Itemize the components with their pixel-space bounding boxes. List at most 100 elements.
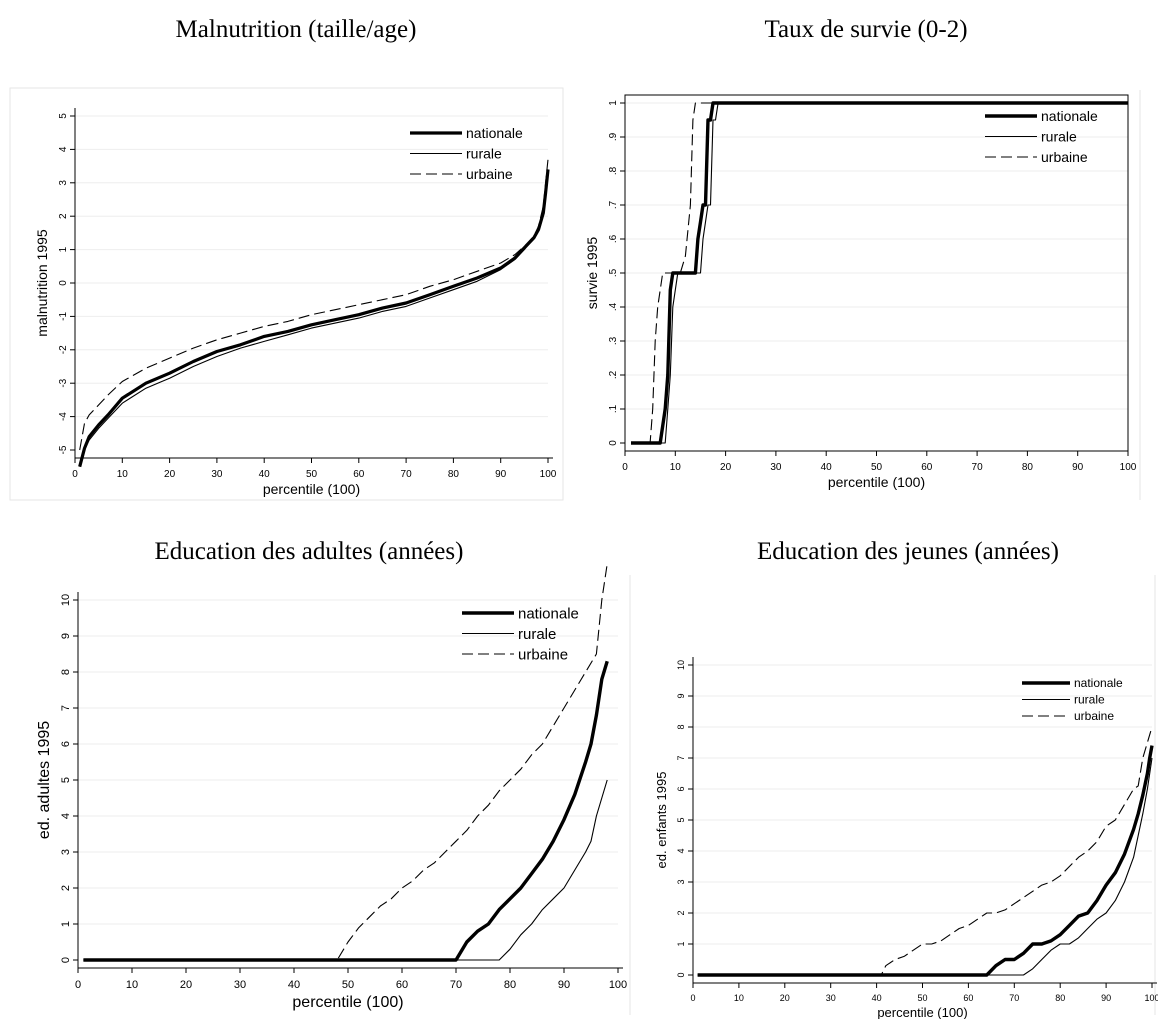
- x-tick-label: 80: [1022, 462, 1034, 473]
- y-tick-label: 4: [60, 813, 72, 819]
- x-tick-label: 0: [622, 462, 628, 473]
- y-tick-label: 5: [58, 113, 69, 119]
- x-axis-label: percentile (100): [263, 481, 360, 497]
- y-tick-label: -2: [58, 345, 69, 354]
- x-tick-label: 0: [72, 469, 78, 480]
- x-tick-label: 20: [180, 979, 192, 991]
- x-tick-label: 90: [1072, 462, 1084, 473]
- y-tick-label: .2: [608, 370, 619, 379]
- y-tick-label: 6: [60, 741, 72, 747]
- y-tick-label: 10: [676, 660, 686, 670]
- y-tick-label: 1: [58, 246, 69, 252]
- panel-frame: [9, 87, 564, 501]
- y-tick-label: 7: [676, 755, 686, 760]
- y-tick-label: 4: [676, 848, 686, 853]
- y-tick-label: 0: [58, 280, 69, 286]
- x-tick-label: 0: [690, 993, 695, 1003]
- x-tick-label: 100: [1120, 462, 1137, 473]
- x-tick-label: 100: [1144, 993, 1158, 1003]
- x-tick-label: 30: [826, 993, 836, 1003]
- x-tick-label: 80: [448, 469, 460, 480]
- x-tick-label: 100: [540, 469, 557, 480]
- y-tick-label: -5: [58, 445, 69, 454]
- y-tick-label: .6: [608, 234, 619, 243]
- y-tick-label: 4: [58, 146, 69, 152]
- x-tick-label: 30: [211, 469, 223, 480]
- x-axis-label: percentile (100): [292, 994, 403, 1011]
- x-axis-label: percentile (100): [828, 474, 925, 490]
- x-tick-label: 10: [670, 462, 682, 473]
- legend-label-rurale: rurale: [518, 626, 556, 643]
- y-tick-label: .3: [608, 336, 619, 345]
- x-tick-label: 60: [396, 979, 408, 991]
- y-tick-label: 5: [60, 777, 72, 783]
- chart-4-title: Education des jeunes (années): [757, 538, 1059, 565]
- x-tick-label: 10: [117, 469, 129, 480]
- x-tick-label: 40: [821, 462, 833, 473]
- y-tick-label: 2: [60, 885, 72, 891]
- y-tick-label: 10: [60, 594, 72, 606]
- x-tick-label: 60: [963, 993, 973, 1003]
- x-tick-label: 20: [164, 469, 176, 480]
- x-tick-label: 50: [342, 979, 354, 991]
- y-tick-label: -4: [58, 412, 69, 421]
- y-tick-label: .5: [608, 268, 619, 277]
- x-tick-label: 20: [720, 462, 732, 473]
- y-tick-label: 2: [58, 213, 69, 219]
- x-tick-label: 70: [450, 979, 462, 991]
- x-tick-label: 90: [558, 979, 570, 991]
- y-tick-label: .1: [608, 404, 619, 413]
- y-tick-label: .4: [608, 302, 619, 311]
- legend-label-urbaine: urbaine: [1041, 149, 1088, 165]
- series-line-rurale: [631, 102, 1128, 444]
- x-tick-label: 0: [75, 979, 81, 991]
- x-tick-label: 10: [126, 979, 138, 991]
- x-tick-label: 50: [306, 469, 318, 480]
- x-tick-label: 90: [495, 469, 507, 480]
- legend-label-urbaine: urbaine: [466, 166, 513, 182]
- x-tick-label: 40: [872, 993, 882, 1003]
- series-line-urbaine: [83, 563, 608, 961]
- legend-label-nationale: nationale: [518, 605, 579, 622]
- y-tick-label: 1: [676, 941, 686, 946]
- y-tick-label: .8: [608, 166, 619, 175]
- y-tick-label: 6: [676, 786, 686, 791]
- x-tick-label: 40: [288, 979, 300, 991]
- series-line-urbaine: [631, 102, 1128, 444]
- y-tick-label: 8: [676, 724, 686, 729]
- series-line-urbaine: [697, 726, 1153, 976]
- x-tick-label: 10: [734, 993, 744, 1003]
- y-axis-label: survie 1995: [584, 237, 600, 310]
- y-tick-label: 1: [608, 100, 619, 106]
- x-tick-label: 100: [609, 979, 627, 991]
- y-axis-label: ed. enfants 1995: [654, 772, 669, 869]
- y-tick-label: 8: [60, 669, 72, 675]
- y-tick-label: .7: [608, 200, 619, 209]
- legend-label-rurale: rurale: [466, 145, 502, 161]
- legend-label-rurale: rurale: [1074, 693, 1105, 707]
- y-tick-label: 0: [608, 440, 619, 446]
- series-line-urbaine: [79, 159, 549, 451]
- y-tick-label: 3: [58, 180, 69, 186]
- legend-label-nationale: nationale: [1074, 676, 1123, 690]
- legend-label-urbaine: urbaine: [1074, 709, 1114, 723]
- x-axis-label: percentile (100): [877, 1005, 967, 1019]
- y-axis-label: malnutrition 1995: [34, 229, 50, 337]
- x-tick-label: 60: [921, 462, 933, 473]
- x-tick-label: 30: [770, 462, 782, 473]
- x-tick-label: 30: [234, 979, 246, 991]
- y-tick-label: 0: [60, 957, 72, 963]
- y-tick-label: 7: [60, 705, 72, 711]
- y-tick-label: 2: [676, 910, 686, 915]
- y-tick-label: 3: [60, 849, 72, 855]
- x-tick-label: 70: [401, 469, 413, 480]
- series-line-rurale: [697, 757, 1153, 976]
- legend-label-nationale: nationale: [466, 125, 523, 141]
- chart-3-title: Education des adultes (années): [154, 538, 464, 565]
- chart-1-title: Malnutrition (taille/age): [175, 16, 417, 43]
- series-line-nationale: [697, 745, 1154, 977]
